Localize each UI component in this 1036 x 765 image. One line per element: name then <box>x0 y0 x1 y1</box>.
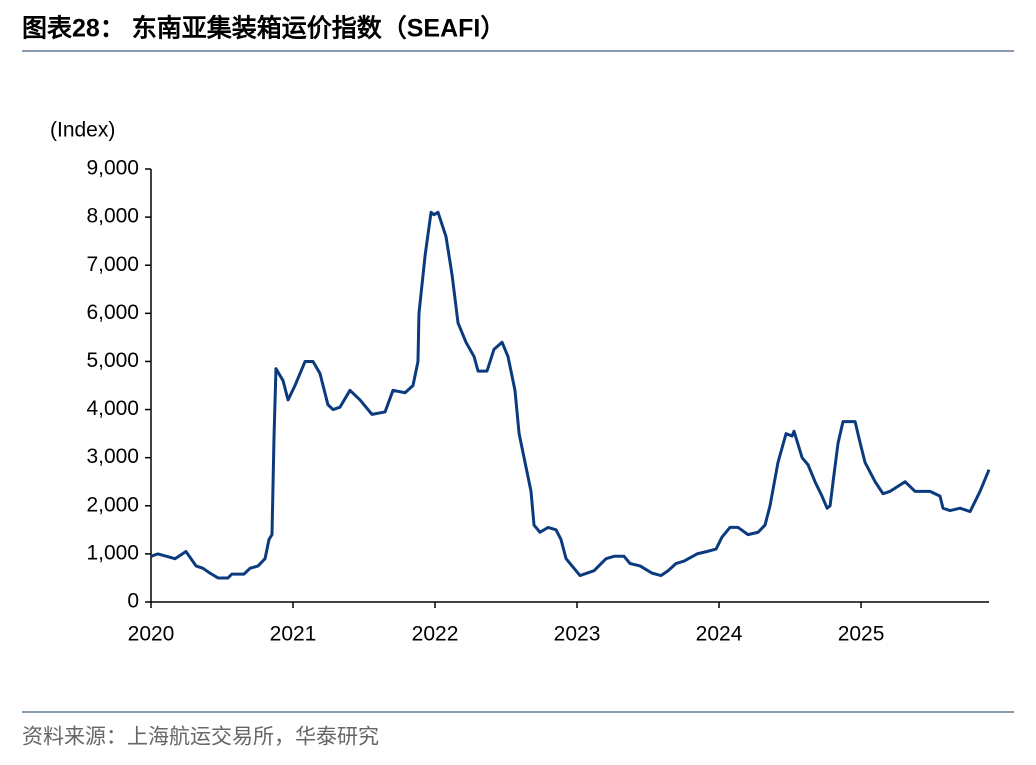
chart-title: 图表28： 东南亚集装箱运价指数（SEAFI） <box>22 14 505 43</box>
y-tick-label: 4,000 <box>86 397 139 420</box>
y-tick-label: 2,000 <box>86 493 139 516</box>
x-tick-label: 2020 <box>128 623 175 646</box>
source: 资料来源：上海航运交易所，华泰研究 <box>22 726 379 749</box>
y-tick-label: 0 <box>127 590 139 613</box>
x-tick-label: 2024 <box>696 623 743 646</box>
y-tick-label: 6,000 <box>86 301 139 324</box>
y-tick-label: 1,000 <box>86 541 139 564</box>
x-tick-label: 2023 <box>554 623 601 646</box>
y-tick-label: 9,000 <box>86 157 139 180</box>
line-series <box>150 210 991 580</box>
x-tick-label: 2021 <box>270 623 317 646</box>
y-tick-label: 5,000 <box>86 349 139 372</box>
y-tick-label: 7,000 <box>86 253 139 276</box>
x-tick-label: 2022 <box>412 623 459 646</box>
y-axis-label: (Index) <box>50 119 115 142</box>
y-tick-label: 8,000 <box>86 205 139 228</box>
x-tick-label: 2025 <box>838 623 885 646</box>
y-tick-label: 3,000 <box>86 445 139 468</box>
